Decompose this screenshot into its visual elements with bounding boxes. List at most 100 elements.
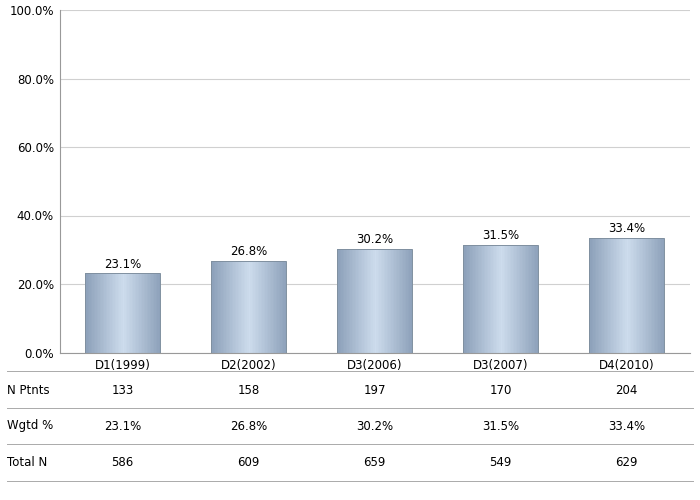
Bar [159,274,160,352]
Bar [525,244,526,352]
Bar [526,244,528,352]
Bar [637,238,638,352]
Bar [408,249,409,352]
Bar [660,238,661,352]
Bar [532,244,534,352]
Text: 30.2%: 30.2% [356,420,393,432]
Bar [467,244,469,352]
Bar [251,260,253,352]
Bar [350,249,352,352]
Bar [358,249,359,352]
Bar [151,274,153,352]
Bar [107,274,109,352]
Bar [124,274,125,352]
Bar [390,249,391,352]
Bar [218,260,220,352]
Bar [622,238,624,352]
Bar [608,238,610,352]
Bar [112,274,113,352]
Bar [376,249,377,352]
Bar [338,249,339,352]
Text: 30.2%: 30.2% [356,234,393,246]
Bar [606,238,607,352]
Bar [500,244,502,352]
Bar [489,244,490,352]
Bar [624,238,625,352]
Bar [211,260,212,352]
Bar [220,260,221,352]
Bar [384,249,385,352]
Bar [267,260,268,352]
Bar [490,244,491,352]
Bar [347,249,349,352]
Bar [536,244,537,352]
Bar [385,249,386,352]
Bar [147,274,148,352]
Bar [253,260,255,352]
Bar [118,274,120,352]
Bar [282,260,284,352]
Bar [273,260,274,352]
Bar [271,260,273,352]
Bar [522,244,523,352]
Bar [615,238,616,352]
Bar [507,244,508,352]
Bar [341,249,343,352]
Bar [250,260,251,352]
Bar [516,244,517,352]
Bar [104,274,106,352]
Bar [97,274,98,352]
Bar [482,244,484,352]
Bar [346,249,347,352]
Bar [233,260,235,352]
Bar [529,244,531,352]
Bar [100,274,102,352]
Bar [247,260,248,352]
Bar [343,249,344,352]
Bar [368,249,370,352]
Bar [663,238,664,352]
Bar [230,260,232,352]
Bar [115,274,116,352]
Bar [496,244,498,352]
Bar [523,244,525,352]
Bar [211,260,286,352]
Bar [619,238,620,352]
Bar [120,274,121,352]
Text: 33.4%: 33.4% [608,222,645,235]
Bar [344,249,346,352]
Bar [475,244,476,352]
Bar [651,238,652,352]
Bar [239,260,241,352]
Bar [134,274,136,352]
Bar [399,249,400,352]
Bar [132,274,133,352]
Text: Total N: Total N [7,456,48,469]
Bar [138,274,139,352]
Bar [394,249,395,352]
Text: 609: 609 [237,456,260,469]
Bar [589,238,590,352]
Bar [484,244,485,352]
Bar [657,238,658,352]
Bar [634,238,636,352]
Bar [512,244,514,352]
Bar [472,244,473,352]
Bar [391,249,393,352]
Bar [593,238,595,352]
Bar [643,238,645,352]
Bar [386,249,388,352]
Bar [528,244,529,352]
Bar [590,238,592,352]
Bar [352,249,354,352]
Bar [395,249,397,352]
Bar [228,260,229,352]
Bar [487,244,489,352]
Bar [85,274,86,352]
Text: 204: 204 [615,384,638,398]
Bar [260,260,262,352]
Bar [604,238,606,352]
Text: 26.8%: 26.8% [230,245,267,258]
Bar [258,260,259,352]
Bar [259,260,260,352]
